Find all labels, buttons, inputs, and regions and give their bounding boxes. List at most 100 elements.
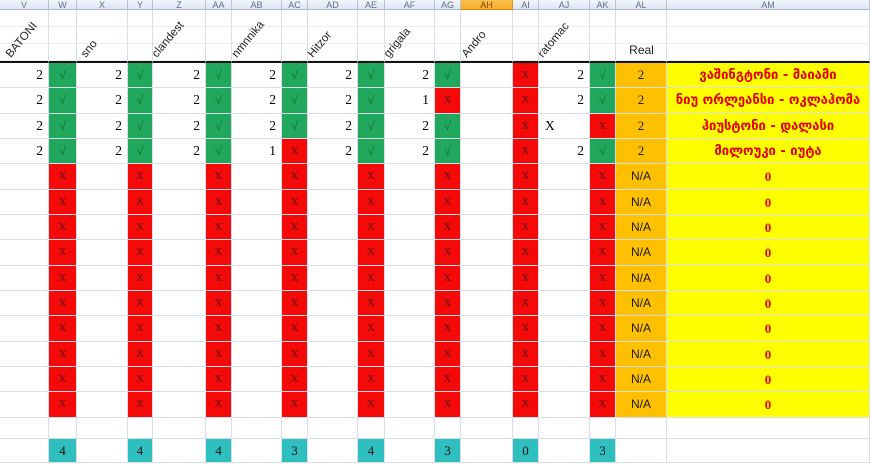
real-score-cell[interactable]: 2 <box>616 113 667 140</box>
cross-cell[interactable]: X <box>206 240 232 266</box>
score-cell[interactable] <box>232 215 282 241</box>
score-cell[interactable] <box>539 240 590 266</box>
cross-cell[interactable]: X <box>435 88 461 114</box>
empty-cell[interactable] <box>128 417 153 439</box>
score-cell[interactable] <box>308 189 358 216</box>
column-header-Y[interactable]: Y <box>128 0 153 10</box>
score-cell[interactable] <box>461 164 513 190</box>
score-cell[interactable] <box>232 316 282 342</box>
score-cell[interactable] <box>153 316 206 342</box>
empty-cell[interactable] <box>385 438 435 463</box>
column-header-Z[interactable]: Z <box>153 0 206 10</box>
column-header-AF[interactable]: AF <box>385 0 435 10</box>
score-cell[interactable] <box>461 113 513 140</box>
cross-cell[interactable]: X <box>282 316 308 342</box>
check-cell[interactable]: √ <box>358 139 385 165</box>
score-cell[interactable] <box>385 341 435 368</box>
empty-cell[interactable] <box>0 417 49 439</box>
score-cell[interactable] <box>153 164 206 190</box>
score-cell[interactable]: 2 <box>232 88 282 114</box>
score-cell[interactable] <box>153 215 206 241</box>
score-cell[interactable] <box>0 367 49 393</box>
check-cell[interactable]: √ <box>358 63 385 89</box>
cross-cell[interactable]: X <box>128 265 153 292</box>
score-cell[interactable]: 2 <box>308 139 358 165</box>
score-cell[interactable] <box>77 341 128 368</box>
cross-cell[interactable]: X <box>49 215 77 241</box>
empty-cell[interactable] <box>308 417 358 439</box>
score-cell[interactable] <box>461 240 513 266</box>
column-header-AD[interactable]: AD <box>308 0 358 10</box>
check-cell[interactable]: √ <box>590 139 616 165</box>
score-cell[interactable]: 2 <box>385 63 435 89</box>
cross-cell[interactable]: X <box>128 291 153 317</box>
empty-cell[interactable] <box>590 417 616 439</box>
score-cell[interactable] <box>461 392 513 418</box>
cross-cell[interactable]: X <box>128 367 153 393</box>
cross-cell[interactable]: X <box>128 341 153 368</box>
score-cell[interactable]: 2 <box>77 88 128 114</box>
real-score-cell[interactable]: N/A <box>616 215 667 241</box>
cross-cell[interactable]: X <box>128 240 153 266</box>
cross-cell[interactable]: X <box>435 215 461 241</box>
score-cell[interactable] <box>385 367 435 393</box>
cross-cell[interactable]: X <box>282 265 308 292</box>
column-header-AC[interactable]: AC <box>282 0 308 10</box>
cross-cell[interactable]: X <box>358 316 385 342</box>
empty-cell[interactable] <box>616 438 667 463</box>
score-cell[interactable] <box>385 265 435 292</box>
score-cell[interactable] <box>77 291 128 317</box>
empty-cell[interactable] <box>232 417 282 439</box>
cross-cell[interactable]: X <box>49 367 77 393</box>
match-cell[interactable]: 0 <box>667 215 870 241</box>
empty-cell[interactable] <box>461 417 513 439</box>
column-header-AE[interactable]: AE <box>358 0 385 10</box>
empty-cell[interactable] <box>461 438 513 463</box>
score-cell[interactable] <box>77 265 128 292</box>
score-cell[interactable] <box>232 392 282 418</box>
score-cell[interactable] <box>308 215 358 241</box>
cross-cell[interactable]: X <box>435 240 461 266</box>
match-cell[interactable]: 0 <box>667 189 870 216</box>
cross-cell[interactable]: X <box>206 215 232 241</box>
match-cell[interactable]: 0 <box>667 291 870 317</box>
match-cell[interactable]: 0 <box>667 392 870 418</box>
score-cell[interactable] <box>0 341 49 368</box>
score-cell[interactable] <box>385 392 435 418</box>
empty-cell[interactable] <box>667 438 870 463</box>
score-cell[interactable]: 2 <box>153 139 206 165</box>
score-cell[interactable]: 2 <box>0 113 49 140</box>
real-score-cell[interactable]: N/A <box>616 291 667 317</box>
cross-cell[interactable]: X <box>590 164 616 190</box>
column-header-AM[interactable]: AM <box>667 0 870 10</box>
score-cell[interactable] <box>539 189 590 216</box>
empty-cell[interactable] <box>153 438 206 463</box>
cross-cell[interactable]: X <box>513 265 539 292</box>
cross-cell[interactable]: X <box>358 367 385 393</box>
real-score-cell[interactable]: N/A <box>616 392 667 418</box>
score-cell[interactable] <box>539 265 590 292</box>
score-cell[interactable] <box>539 367 590 393</box>
score-cell[interactable]: 2 <box>539 88 590 114</box>
cross-cell[interactable]: X <box>513 88 539 114</box>
score-cell[interactable]: 2 <box>308 113 358 140</box>
total-cell[interactable]: 4 <box>128 438 153 463</box>
score-cell[interactable] <box>77 240 128 266</box>
column-header-AL[interactable]: AL <box>616 0 667 10</box>
cross-cell[interactable]: X <box>282 367 308 393</box>
cross-cell[interactable]: X <box>513 113 539 140</box>
cross-cell[interactable]: X <box>435 316 461 342</box>
real-score-cell[interactable]: N/A <box>616 341 667 368</box>
column-header-AA[interactable]: AA <box>206 0 232 10</box>
cross-cell[interactable]: X <box>49 291 77 317</box>
check-cell[interactable]: √ <box>49 88 77 114</box>
score-cell[interactable] <box>0 164 49 190</box>
match-cell[interactable]: 0 <box>667 316 870 342</box>
empty-cell[interactable] <box>513 417 539 439</box>
score-cell[interactable] <box>153 392 206 418</box>
cross-cell[interactable]: X <box>513 341 539 368</box>
check-cell[interactable]: √ <box>282 63 308 89</box>
cross-cell[interactable]: X <box>513 189 539 216</box>
score-cell[interactable] <box>77 215 128 241</box>
cross-cell[interactable]: X <box>590 189 616 216</box>
